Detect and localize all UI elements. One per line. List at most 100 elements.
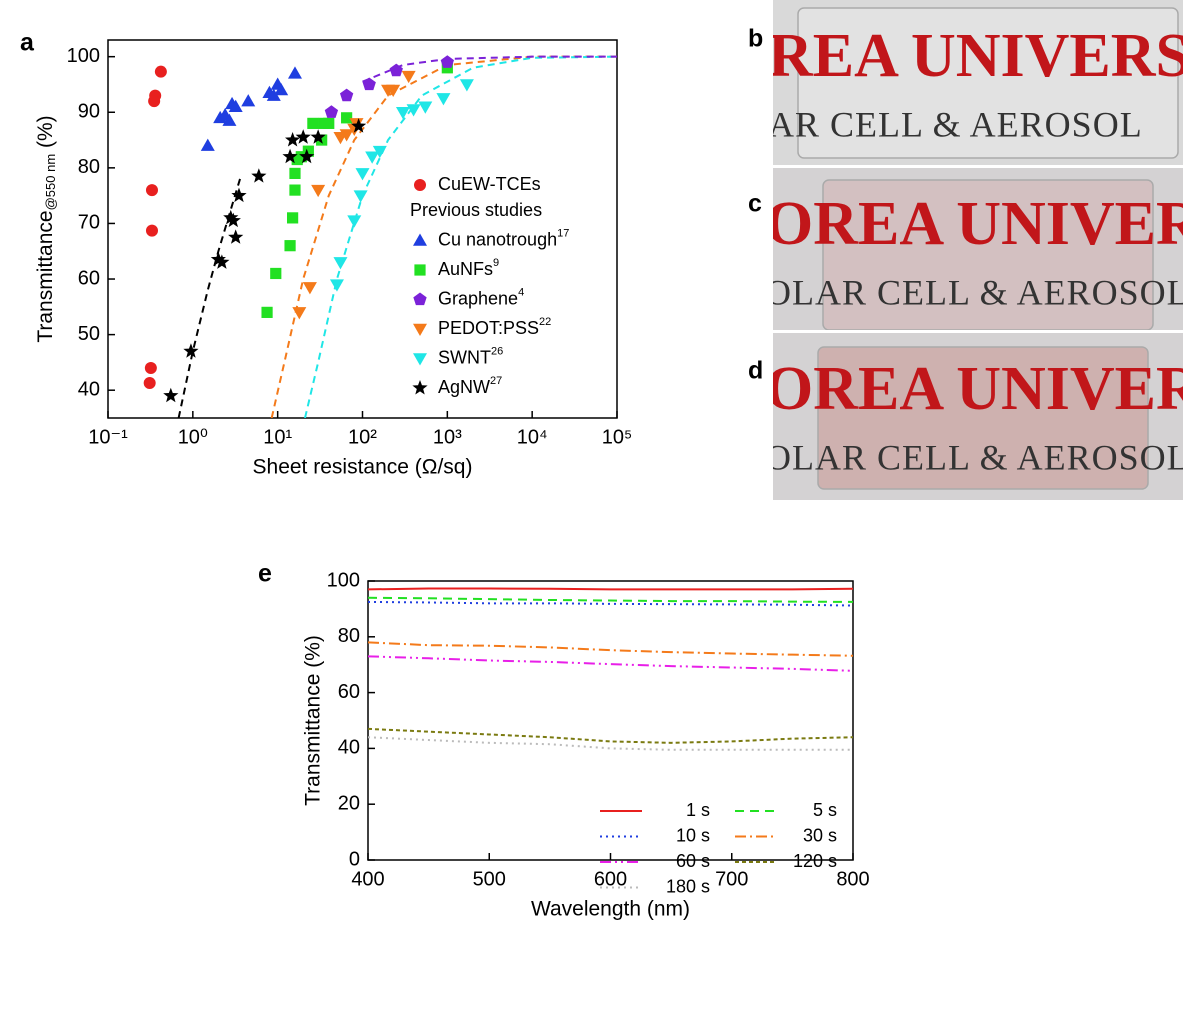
plot-frame	[367, 580, 854, 861]
legend-label: 10 s	[676, 825, 710, 845]
data-point	[372, 145, 387, 159]
data-point	[347, 215, 362, 228]
y-tick-label: 60	[78, 267, 100, 289]
x-tick-label: 10⁰	[178, 426, 208, 448]
legend-label: SWNT26	[438, 345, 503, 367]
data-point	[225, 212, 241, 228]
data-point	[284, 240, 296, 252]
x-tick-label: 10²	[348, 426, 377, 448]
legend-label: 1 s	[686, 800, 710, 820]
legend-ref: 26	[491, 345, 503, 357]
data-point	[323, 117, 335, 129]
data-point	[266, 88, 281, 101]
legend-marker	[414, 179, 426, 191]
x-tick-label: 600	[594, 868, 627, 890]
y-tick-label: 100	[67, 45, 100, 67]
legend-name: Cu nanotrough	[438, 229, 557, 249]
photo-background	[773, 0, 1183, 165]
data-point	[302, 282, 317, 295]
data-line	[368, 727, 853, 744]
data-point	[145, 184, 158, 197]
data-point	[228, 99, 243, 112]
y-tick-label: 90	[78, 101, 100, 123]
data-point	[436, 93, 451, 106]
data-point	[154, 65, 167, 78]
data-point	[287, 212, 299, 224]
legend-label: Graphene4	[438, 286, 524, 308]
y-tick-label: 40	[338, 737, 360, 759]
data-point	[214, 254, 230, 269]
data-point	[287, 66, 302, 79]
data-point	[351, 118, 367, 133]
y-axis-label-main: Transmittance	[34, 210, 57, 342]
panel-label: d	[748, 357, 763, 385]
panel-label: a	[20, 29, 35, 57]
data-point	[223, 209, 239, 225]
data-point	[148, 95, 161, 108]
data-point	[270, 267, 282, 280]
data-point	[341, 112, 353, 124]
y-tick-label: 60	[338, 681, 360, 703]
y-tick-label: 0	[349, 848, 360, 870]
data-point	[295, 129, 311, 144]
panel-label: e	[258, 560, 272, 588]
y-tick-label: 20	[338, 792, 360, 814]
data-point	[144, 361, 157, 374]
data-point	[324, 105, 339, 118]
legend-marker	[414, 264, 426, 276]
glass-slide	[822, 179, 1154, 330]
legend-label: Cu nanotrough17	[438, 227, 569, 249]
legend-ref: 17	[557, 227, 569, 239]
data-point	[339, 129, 354, 142]
data-point	[183, 343, 199, 358]
data-point	[299, 148, 315, 164]
legend-label: CuEW-TCEs	[438, 174, 541, 194]
x-tick-label: 10³	[433, 426, 462, 448]
data-point	[143, 376, 156, 389]
data-point	[386, 84, 401, 98]
photo-text-small: AR CELL & AEROSOL	[768, 104, 1143, 144]
data-line	[368, 736, 853, 751]
glass-slide	[797, 7, 1179, 159]
data-point	[459, 79, 474, 92]
photo-background	[773, 168, 1183, 330]
data-point	[333, 257, 348, 270]
data-point	[355, 168, 370, 181]
data-line	[368, 655, 853, 672]
y-axis-label-subscript: @550 nm	[43, 154, 58, 211]
data-point	[231, 187, 247, 203]
y-tick-label: 80	[78, 156, 100, 178]
legend-name: AgNW	[438, 377, 490, 397]
data-point	[440, 55, 454, 68]
x-tick-label: 10⁵	[602, 426, 633, 448]
legend-label: 120 s	[793, 851, 837, 871]
data-point	[241, 94, 256, 107]
data-point	[289, 167, 301, 180]
data-point	[292, 307, 307, 320]
legend-heading: Previous studies	[410, 200, 542, 220]
data-line	[368, 596, 853, 603]
data-line	[368, 587, 853, 591]
x-tick-label: 800	[836, 868, 869, 890]
data-point	[310, 129, 326, 144]
legend-name: AuNFs	[438, 259, 493, 279]
y-axis-label: Transmittance (%)	[302, 635, 325, 806]
x-tick-label: 700	[715, 868, 748, 890]
x-tick-label: 400	[351, 868, 384, 890]
y-tick-label: 40	[78, 378, 100, 400]
glass-slide	[817, 346, 1149, 490]
photo-text-large: REA UNIVERSI	[768, 22, 1183, 90]
data-point	[251, 168, 267, 183]
x-tick-label: 500	[473, 868, 506, 890]
data-point	[163, 387, 179, 403]
y-tick-label: 50	[78, 323, 100, 345]
data-point	[418, 101, 433, 114]
legend-label: 180 s	[666, 876, 710, 896]
photo: OREA UNIVERS OLAR CELL & AEROSOL	[773, 333, 1183, 500]
y-tick-label: 100	[327, 569, 360, 591]
y-axis-label-unit: (%)	[34, 115, 57, 148]
y-axis-label: Transmittance@550 nm (%)	[34, 115, 59, 342]
data-point	[365, 151, 380, 164]
legend-marker	[413, 292, 427, 306]
